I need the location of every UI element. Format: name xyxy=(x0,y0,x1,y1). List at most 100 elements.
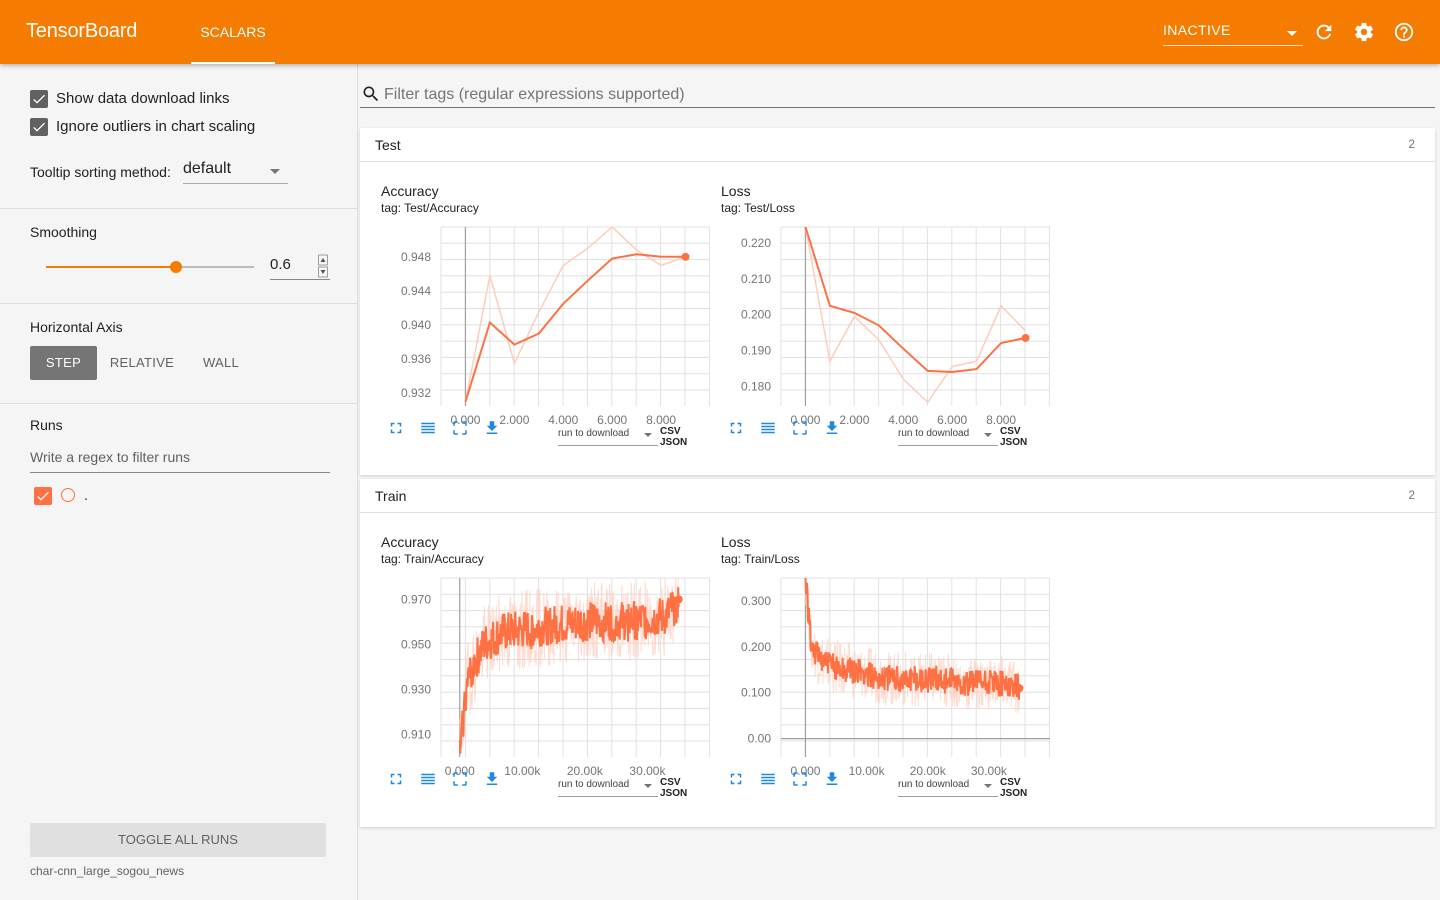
fullscreen-icon[interactable] xyxy=(727,419,745,437)
section-divider xyxy=(0,303,358,304)
toggle-y-log-icon[interactable] xyxy=(419,770,437,788)
chart-card: Loss tag: Test/Loss 0.000 2.000 4.000 6.000… xyxy=(700,164,1050,474)
smoothing-slider-knob[interactable] xyxy=(169,261,182,273)
y-tick-label: 0.948 xyxy=(401,250,431,264)
axis-wall-button[interactable]: WALL xyxy=(202,355,240,370)
download-format-links[interactable]: CSV JSON xyxy=(660,777,688,799)
y-tick-label: 0.300 xyxy=(741,594,771,608)
runs-filter-placeholder: Write a regex to filter runs xyxy=(30,449,191,465)
toggle-y-log-icon[interactable] xyxy=(759,419,777,437)
chevron-down-icon xyxy=(984,433,992,437)
toggle-y-log-icon[interactable] xyxy=(759,770,777,788)
download-format-links[interactable]: CSV JSON xyxy=(1000,426,1028,448)
x-tick-label: 0.000 xyxy=(450,413,480,427)
chart-tag: tag: Test/Accuracy xyxy=(381,201,479,215)
x-tick-label: 10.00k xyxy=(849,764,886,778)
axis-step-button[interactable]: STEP xyxy=(30,346,97,380)
fullscreen-icon[interactable] xyxy=(727,770,745,788)
fit-domain-icon[interactable] xyxy=(791,770,809,788)
fit-domain-icon[interactable] xyxy=(451,419,469,437)
chart-title: Accuracy xyxy=(381,534,439,550)
check-icon xyxy=(33,122,45,132)
dashboard-select[interactable]: INACTIVE xyxy=(1163,22,1303,46)
chart-card: Accuracy tag: Test/Accuracy 0.000 2.000 4.… xyxy=(360,164,710,474)
x-tick-label: 30.00k xyxy=(971,764,1008,778)
run-name: . xyxy=(84,487,88,503)
chevron-down-icon xyxy=(984,784,992,788)
ignore-outliers-checkbox[interactable] xyxy=(30,118,48,136)
y-tick-label: 0.936 xyxy=(401,352,431,366)
runs-filter-input[interactable]: Write a regex to filter runs xyxy=(30,449,330,473)
tag-filter-input[interactable]: Filter tags (regular expressions support… xyxy=(360,82,1435,108)
smoothed-series-line xyxy=(464,253,686,402)
download-format-links[interactable]: CSV JSON xyxy=(1000,777,1028,799)
smoothing-slider-fill xyxy=(46,266,176,268)
smoothed-series-line xyxy=(804,577,1021,700)
x-tick-label: 10.00k xyxy=(504,764,541,778)
run-to-download-placeholder: run to download xyxy=(558,428,630,439)
tooltip-sorting-select[interactable]: default xyxy=(183,160,288,184)
download-format-links[interactable]: CSV JSON xyxy=(660,426,688,448)
last-point-marker xyxy=(1015,684,1024,693)
download-icon[interactable] xyxy=(823,419,841,437)
spinner-arrows-icon[interactable] xyxy=(318,254,328,278)
run-to-download-select[interactable]: run to download xyxy=(558,773,658,797)
app-title: TensorBoard xyxy=(26,20,138,42)
run-to-download-select[interactable]: run to download xyxy=(558,422,658,446)
smoothing-slider[interactable] xyxy=(46,261,254,273)
fullscreen-icon[interactable] xyxy=(387,770,405,788)
chevron-down-icon xyxy=(1287,31,1297,36)
fullscreen-icon[interactable] xyxy=(387,419,405,437)
group-title: Test xyxy=(375,137,401,153)
y-tick-label: 0.930 xyxy=(401,682,431,696)
smoothing-input[interactable]: 0.6 xyxy=(270,256,330,280)
toggle-all-runs-button[interactable]: TOGGLE ALL RUNS xyxy=(30,823,326,857)
y-tick-label: 0.944 xyxy=(401,284,431,298)
chart-card: Loss tag: Train/Loss 0.000 10.00k 20.00k 30… xyxy=(700,515,1050,825)
x-tick-label: 2.000 xyxy=(499,413,529,427)
tooltip-sorting-label: Tooltip sorting method: xyxy=(30,164,171,180)
run-to-download-select[interactable]: run to download xyxy=(898,773,998,797)
x-tick-label: 20.00k xyxy=(567,764,604,778)
run-color-radio[interactable] xyxy=(61,488,75,502)
chevron-down-icon xyxy=(644,784,652,788)
toggle-y-log-icon[interactable] xyxy=(419,419,437,437)
tag-group-header[interactable]: Train 2 xyxy=(360,479,1435,513)
x-tick-label: 2.000 xyxy=(839,413,869,427)
run-to-download-placeholder: run to download xyxy=(898,428,970,439)
x-tick-label: 0.000 xyxy=(790,764,820,778)
x-tick-label: 8.000 xyxy=(646,413,676,427)
tab-scalars-label: SCALARS xyxy=(200,24,266,40)
fit-domain-icon[interactable] xyxy=(791,419,809,437)
check-icon xyxy=(37,491,49,501)
logdir-label: char-cnn_large_sogou_news xyxy=(30,864,185,878)
fit-domain-icon[interactable] xyxy=(451,770,469,788)
y-tick-label: 0.970 xyxy=(401,592,431,606)
smoothing-label: Smoothing xyxy=(30,224,97,240)
y-tick-label: 0.220 xyxy=(741,236,771,250)
settings-icon[interactable] xyxy=(1353,21,1375,43)
group-count: 2 xyxy=(1408,137,1415,151)
y-tick-label: 0.200 xyxy=(741,640,771,654)
y-tick-label: 0.910 xyxy=(401,727,431,741)
show-download-links-checkbox[interactable] xyxy=(30,90,48,108)
tag-group-header[interactable]: Test 2 xyxy=(360,128,1435,162)
search-icon xyxy=(363,86,379,102)
x-tick-label: 30.00k xyxy=(629,764,666,778)
download-icon[interactable] xyxy=(483,770,501,788)
raw-series-line xyxy=(459,577,680,748)
chart-title: Loss xyxy=(721,183,751,199)
download-icon[interactable] xyxy=(483,419,501,437)
axis-relative-button[interactable]: RELATIVE xyxy=(109,355,175,370)
tab-scalars[interactable]: SCALARS xyxy=(191,0,275,64)
download-icon[interactable] xyxy=(823,770,841,788)
run-to-download-select[interactable]: run to download xyxy=(898,422,998,446)
help-icon[interactable] xyxy=(1393,21,1415,43)
check-icon xyxy=(33,94,45,104)
y-tick-label: 0.210 xyxy=(741,272,771,286)
refresh-icon[interactable] xyxy=(1313,21,1335,43)
run-checkbox[interactable] xyxy=(34,487,52,505)
sidebar: Show data download links Ignore outliers… xyxy=(0,64,358,900)
x-tick-label: 4.000 xyxy=(888,413,918,427)
chart-title: Accuracy xyxy=(381,183,439,199)
